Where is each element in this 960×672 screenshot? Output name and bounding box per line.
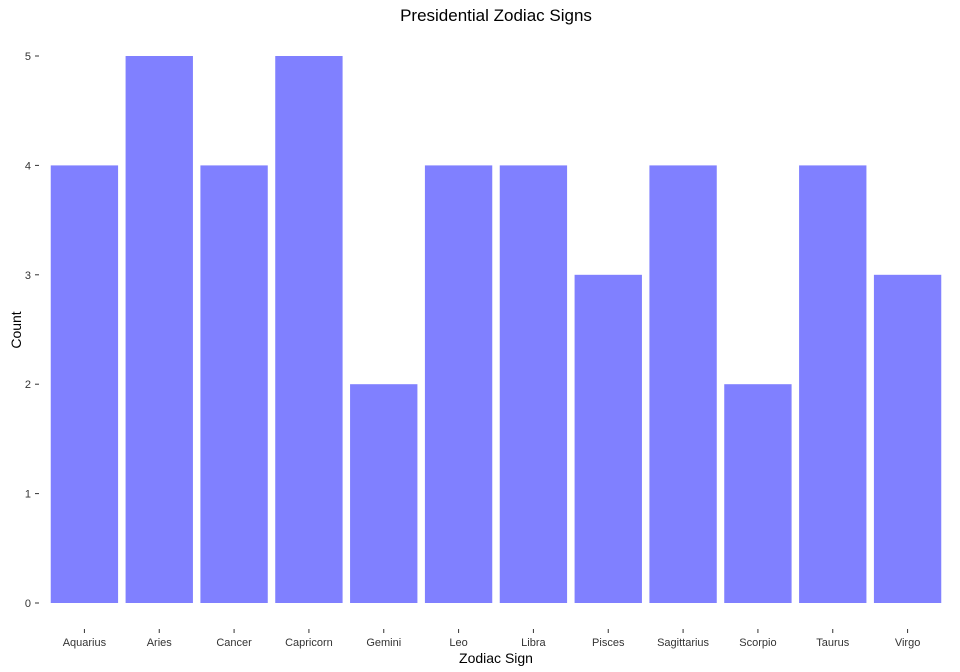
y-tick-label: 3 [25,270,31,282]
x-tick-label: Virgo [895,637,920,649]
bars [50,56,942,603]
bar-gemini [350,384,418,603]
y-tick-label: 0 [25,598,31,610]
bar-capricorn [275,56,343,603]
y-tick-label: 2 [25,379,31,391]
x-tick-label: Taurus [816,637,850,649]
bar-taurus [799,165,867,603]
y-tick-label: 5 [25,51,31,63]
bar-virgo [873,274,942,603]
y-tick-label: 1 [25,489,31,501]
chart-title: Presidential Zodiac Signs [400,6,592,25]
x-tick-label: Gemini [366,637,401,649]
bar-scorpio [724,384,792,603]
x-tick-label: Leo [449,637,467,649]
y-axis: 0 1 2 3 4 5 [25,51,39,610]
x-tick-label: Aquarius [63,637,107,649]
y-axis-title: Count [8,311,24,348]
x-tick-label: Scorpio [739,637,776,649]
bar-aquarius [50,165,119,603]
x-tick-label: Cancer [216,637,252,649]
x-tick-label: Libra [521,637,546,649]
bar-sagittarius [649,165,717,603]
x-axis-title: Zodiac Sign [459,650,533,666]
x-tick-label: Sagittarius [657,637,709,649]
x-tick-label: Capricorn [285,637,333,649]
bar-cancer [200,165,268,603]
x-axis: Aquarius Aries Cancer Capricorn Gemini Leo Lib… [63,629,920,649]
x-tick-label: Pisces [592,637,625,649]
bar-libra [499,165,568,603]
bar-leo [424,165,493,603]
x-tick-label: Aries [147,637,173,649]
bar-aries [125,56,193,603]
bar-pisces [574,274,642,603]
y-tick-label: 4 [25,160,31,172]
